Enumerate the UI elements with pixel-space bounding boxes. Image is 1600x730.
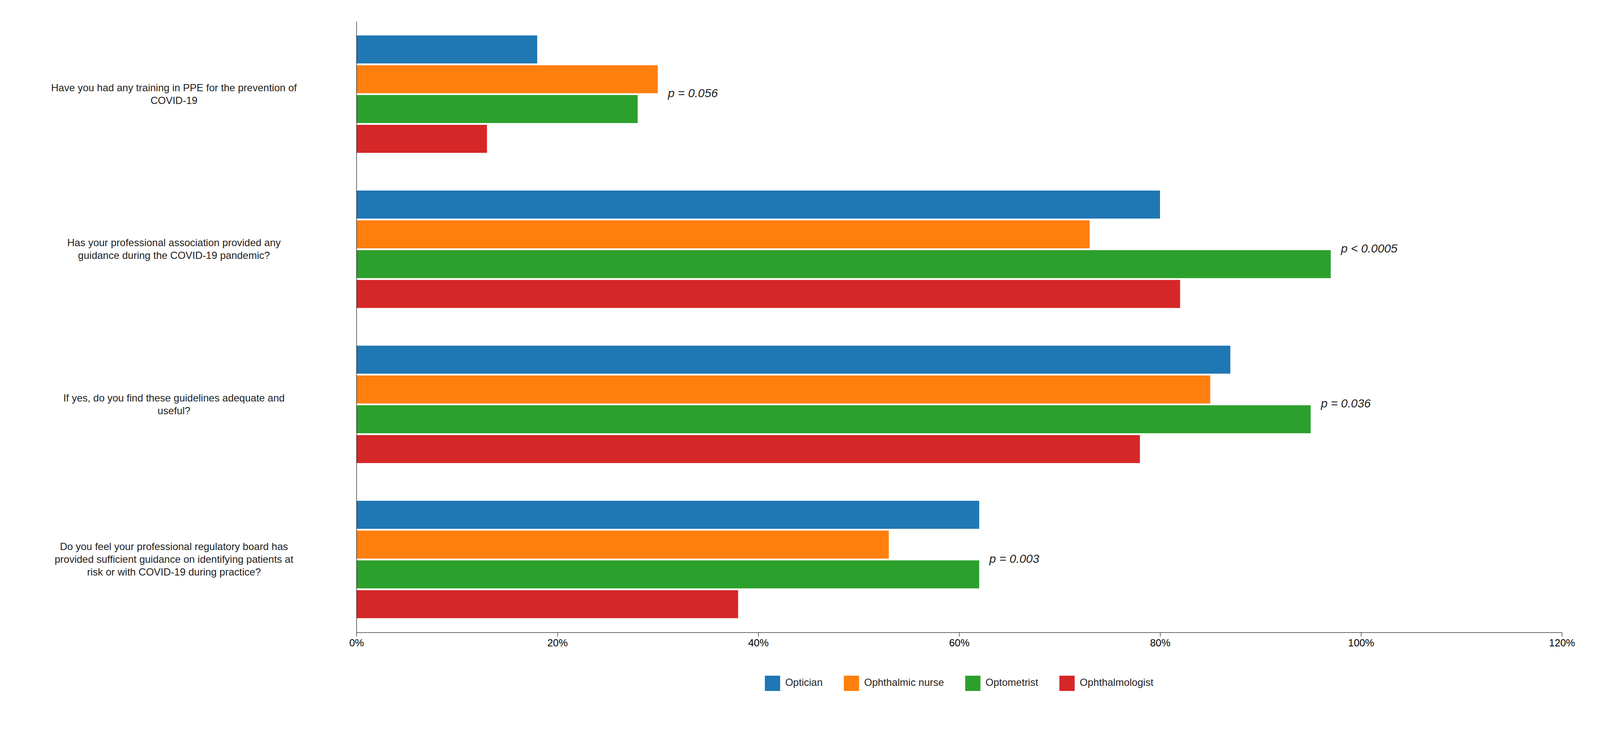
x-tick-label: 100% [1347,636,1374,649]
x-tick-mark [1361,632,1362,637]
y-tick-label: Has your professional association provid… [67,236,281,261]
x-tick-label: 80% [1149,636,1171,649]
bar [356,500,980,529]
bar [356,220,1090,249]
legend-swatch [1059,675,1075,691]
y-axis-line [356,21,357,633]
y-tick-label-line: useful? [157,404,191,417]
x-axis: 0% 20% 40% 60% 80% 100% 120% [349,632,1575,649]
bar [356,35,538,64]
x-tick-label: 20% [547,636,568,649]
y-axis: Have you had any training in PPE for the… [50,21,357,633]
bar [356,560,980,589]
x-tick-mark [959,632,960,637]
y-tick-label-line: risk or with COVID-19 during practice? [86,566,261,578]
x-tick: 0% [349,632,365,649]
bar [356,95,638,124]
x-tick: 20% [547,632,568,649]
y-tick-label-line: Do you feel your professional regulatory… [59,540,289,553]
legend-item: Optician [764,675,823,691]
bar-series [356,35,1231,529]
x-tick-label: 40% [748,636,769,649]
bar [356,124,488,153]
legend-label: Optician [785,676,823,688]
y-tick-label-line: guidance during the COVID-19 pandemic? [78,249,270,261]
bar-series [356,65,1211,559]
bar [356,249,1331,278]
bar [356,375,1211,404]
bar [356,190,1161,219]
bar-series [356,95,1331,589]
y-tick-label: Do you feel your professional regulatory… [54,540,294,578]
bar [356,590,739,619]
legend-label: Ophthalmic nurse [864,676,945,688]
plot: 0% 20% 40% 60% 80% 100% 120% Have you had any t… [50,21,1575,649]
legend-label: Optometrist [985,676,1039,688]
x-tick: 80% [1149,632,1171,649]
y-tick-label-line: provided sufficient guidance on identify… [54,553,294,565]
y-tick: If yes, do you find these guidelines ade… [63,392,285,417]
y-tick: Have you had any training in PPE for the… [50,81,297,107]
x-tick-label: 0% [349,636,365,649]
y-tick-label-line: If yes, do you find these guidelines ade… [63,392,285,404]
y-tick-label: Have you had any training in PPE for the… [50,81,297,107]
legend: Optician Ophthalmic nurse Optometrist Ophth… [764,675,1154,691]
bar [356,345,1231,374]
bar [356,434,1141,463]
x-tick-mark [1561,632,1563,637]
y-tick-label-line: COVID-19 [150,94,198,107]
bar-series [356,124,1180,618]
chart: 0% 20% 40% 60% 80% 100% 120% Have you had any t… [0,0,1600,730]
x-tick-mark [758,632,759,637]
legend-item: Ophthalmic nurse [843,675,945,691]
legend-swatch [965,675,981,691]
y-tick: Do you feel your professional regulatory… [54,540,294,578]
x-tick-label: 120% [1549,636,1575,649]
annotation: p = 0.036 [1320,396,1371,410]
annotation: p = 0.003 [989,552,1040,566]
y-tick: Has your professional association provid… [67,236,281,261]
x-tick-label: 60% [949,636,970,649]
y-tick-label-line: Has your professional association provid… [67,236,281,249]
legend-item: Ophthalmologist [1059,675,1154,691]
bar [356,530,889,559]
x-tick-mark [557,632,558,637]
bar [356,65,658,94]
x-tick: 40% [748,632,769,649]
y-tick-label: If yes, do you find these guidelines ade… [63,392,285,417]
legend-swatch [764,675,781,691]
x-tick: 60% [949,632,970,649]
legend-swatch [843,675,860,691]
bar [356,405,1311,434]
annotation: p = 0.056 [667,86,718,100]
annotations: p = 0.056 p < 0.0005 p = 0.036 p = 0.003 [667,86,1398,565]
x-tick: 120% [1549,632,1575,649]
bars [356,35,1331,618]
legend-item: Optometrist [965,675,1039,691]
bar [356,280,1180,309]
x-tick-mark [1160,632,1161,637]
y-tick-label-line: Have you had any training in PPE for the… [50,81,297,94]
x-tick-mark [356,632,357,637]
x-tick: 100% [1347,632,1374,649]
annotation: p < 0.0005 [1340,241,1398,255]
legend-label: Ophthalmologist [1079,676,1154,688]
